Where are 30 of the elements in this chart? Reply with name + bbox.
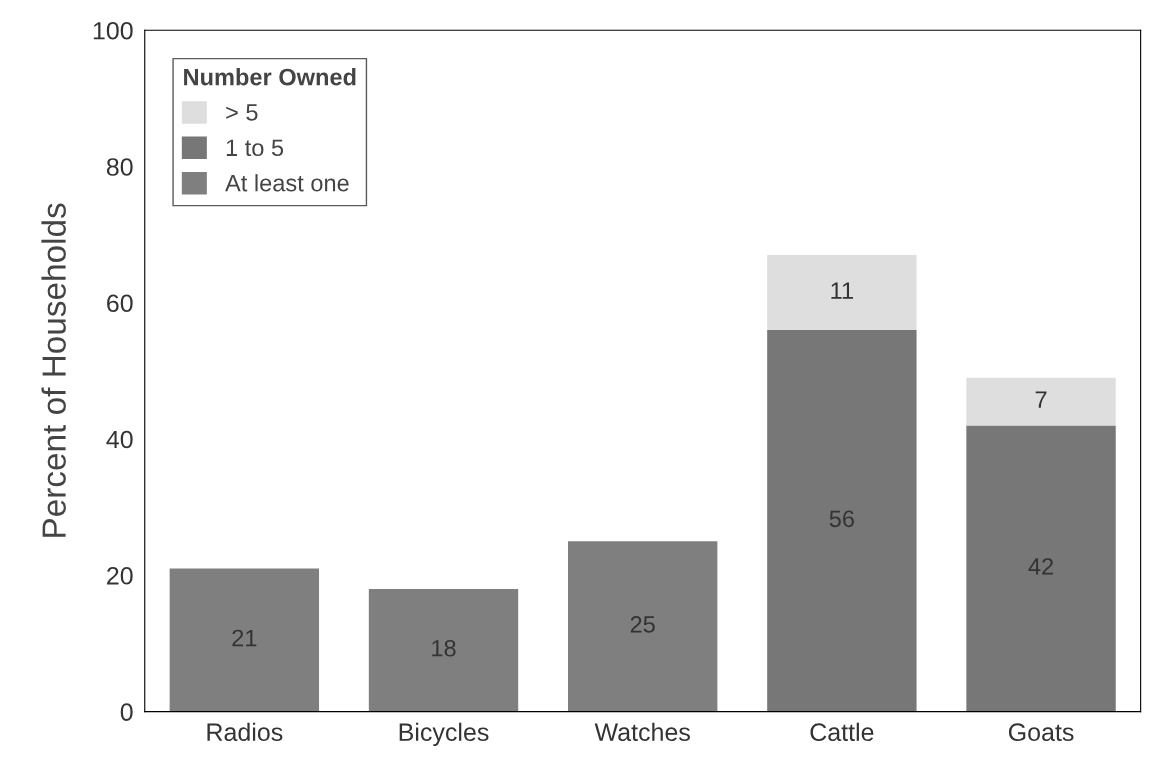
y-tick-label: 20 bbox=[107, 566, 133, 585]
bar bbox=[966, 377, 1116, 426]
bar bbox=[767, 255, 917, 331]
data-label: 18 bbox=[432, 639, 456, 657]
x-tick-label: Goats bbox=[1008, 723, 1074, 742]
data-label: 21 bbox=[232, 629, 257, 647]
legend-title: Number Owned bbox=[184, 68, 356, 86]
bar bbox=[169, 568, 320, 712]
legend-label: At least one bbox=[225, 174, 349, 192]
data-label: 42 bbox=[1028, 558, 1053, 575]
bar bbox=[767, 330, 917, 712]
bar bbox=[966, 425, 1116, 712]
legend-label: > 5 bbox=[226, 104, 258, 121]
legend-label: 1 to 5 bbox=[226, 139, 284, 157]
y-tick-label: 80 bbox=[106, 158, 133, 176]
data-label: 56 bbox=[829, 510, 854, 528]
data-label: 11 bbox=[831, 282, 853, 299]
y-tick-label: 40 bbox=[106, 430, 133, 449]
x-tick-label: Watches bbox=[594, 722, 690, 742]
y-tick-label: 0 bbox=[120, 703, 133, 721]
bar bbox=[568, 541, 718, 712]
y-axis-title: Percent of Households bbox=[41, 203, 66, 537]
bar bbox=[368, 588, 519, 712]
y-tick-label: 100 bbox=[93, 21, 133, 40]
x-tick-label: Bicycles bbox=[399, 722, 489, 746]
data-label: 7 bbox=[1035, 391, 1047, 408]
x-tick-label: Radios bbox=[207, 722, 283, 742]
data-label: 25 bbox=[630, 616, 655, 633]
x-tick-label: Cattle bbox=[810, 722, 874, 742]
y-tick-label: 60 bbox=[107, 294, 133, 313]
